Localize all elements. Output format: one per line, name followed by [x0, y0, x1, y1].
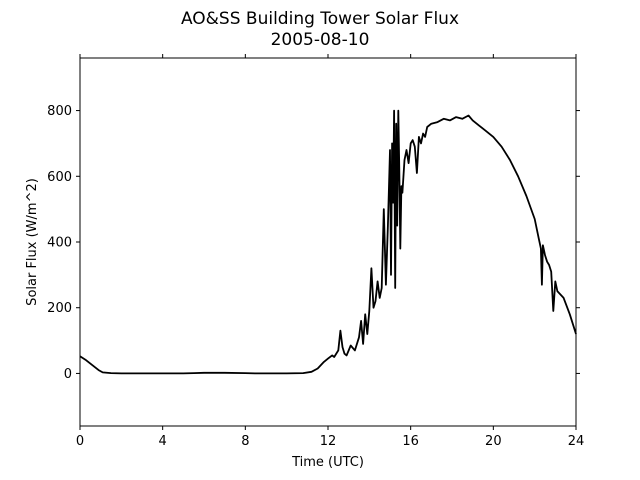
y-tick-label: 600	[47, 170, 72, 185]
series-line	[79, 109, 577, 375]
y-tick-label: 400	[47, 236, 72, 251]
plot-area	[79, 109, 577, 375]
plot-frame	[79, 57, 577, 427]
y-axis: 0 200 400 600 800	[47, 104, 580, 382]
x-tick-label: 8	[241, 434, 249, 449]
x-tick-label: 16	[402, 434, 419, 449]
x-axis-label: Time (UTC)	[291, 455, 364, 470]
x-axis: 0 4 8 12 16 20 24	[76, 54, 584, 449]
x-tick-label: 20	[485, 434, 502, 449]
y-tick-label: 0	[64, 367, 72, 382]
y-tick-label: 200	[47, 301, 72, 316]
x-tick-label: 4	[159, 434, 167, 449]
x-tick-label: 24	[568, 434, 585, 449]
x-tick-label: 12	[320, 434, 337, 449]
x-tick-label: 0	[76, 434, 84, 449]
y-tick-label: 800	[47, 104, 72, 119]
chart-title: AO&SS Building Tower Solar Flux	[181, 9, 459, 29]
chart-subtitle: 2005-08-10	[271, 30, 370, 50]
y-axis-label: Solar Flux (W/m^2)	[25, 178, 40, 306]
